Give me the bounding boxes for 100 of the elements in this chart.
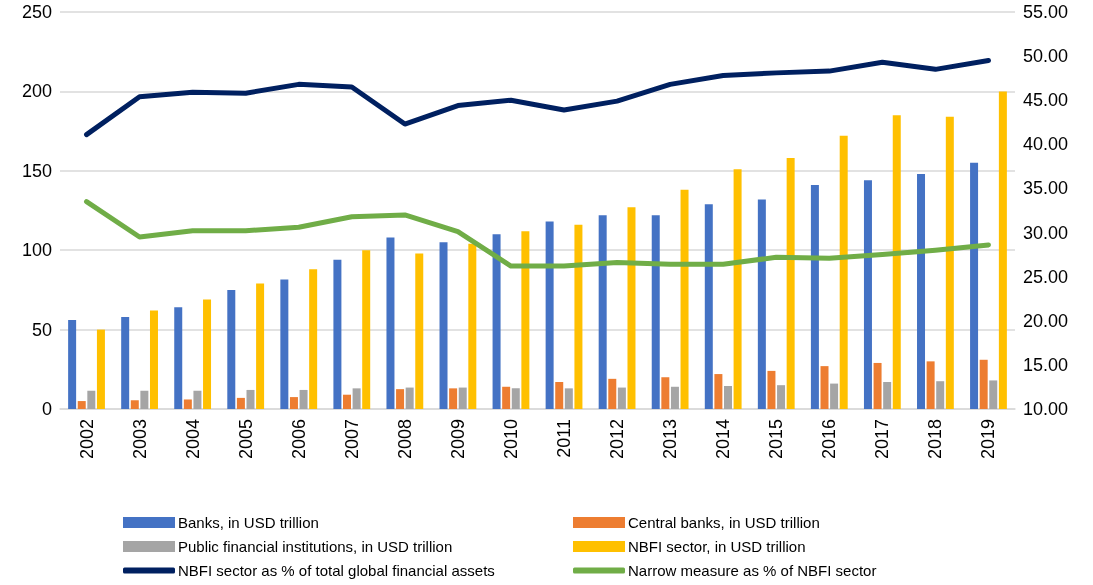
bar xyxy=(502,386,511,409)
x-tick-label: 2013 xyxy=(660,419,681,460)
legend-label: NBFI sector as % of total global financial assets xyxy=(178,562,495,579)
legend-label: NBFI sector, in USD trillion xyxy=(628,538,806,555)
bar xyxy=(289,397,298,409)
bar xyxy=(96,329,105,409)
x-tick-label: 2011 xyxy=(554,419,575,458)
bar xyxy=(670,386,679,409)
legend-label: Public financial institutions, in USD trillion xyxy=(178,538,453,555)
y2-tick-label: 25.00 xyxy=(1023,266,1069,287)
bar xyxy=(767,370,776,409)
x-tick-label: 2006 xyxy=(288,419,309,460)
bar xyxy=(704,204,713,409)
bar xyxy=(386,237,395,409)
bar xyxy=(68,320,77,409)
bar xyxy=(183,399,192,409)
bar xyxy=(77,401,86,409)
bar xyxy=(468,243,477,409)
y2-tick-label: 15.00 xyxy=(1023,354,1069,375)
bar xyxy=(608,378,617,409)
y2-tick-label: 55.00 xyxy=(1023,2,1069,22)
bar xyxy=(352,388,361,409)
y2-tick-label: 35.00 xyxy=(1023,178,1069,199)
bar xyxy=(757,199,766,409)
bar xyxy=(203,299,212,409)
x-tick-label: 2005 xyxy=(235,419,256,460)
x-tick-label: 2007 xyxy=(341,419,362,460)
bar xyxy=(714,374,723,409)
bar xyxy=(839,135,848,409)
bar xyxy=(343,394,352,409)
x-tick-label: 2018 xyxy=(925,419,946,460)
bar xyxy=(415,253,424,409)
bar xyxy=(936,381,945,409)
x-tick-label: 2010 xyxy=(500,419,521,460)
x-tick-label: 2004 xyxy=(182,419,203,460)
bar xyxy=(511,388,520,409)
bar xyxy=(723,385,732,409)
bar xyxy=(439,242,448,409)
bar xyxy=(574,224,583,409)
x-tick-label: 2002 xyxy=(76,419,97,460)
y2-tick-label: 45.00 xyxy=(1023,90,1069,111)
bar xyxy=(149,310,158,409)
y-tick-label: 100 xyxy=(21,240,52,261)
x-tick-label: 2009 xyxy=(447,419,468,460)
x-tick-label: 2015 xyxy=(766,419,787,460)
y2-tick-label: 40.00 xyxy=(1023,134,1069,155)
x-tick-label: 2019 xyxy=(978,419,999,460)
x-tick-label: 2017 xyxy=(872,419,893,460)
legend-label: Narrow measure as % of NBFI sector xyxy=(628,562,877,579)
bar xyxy=(236,397,245,409)
x-tick-label: 2003 xyxy=(129,419,150,460)
bar xyxy=(246,389,255,409)
legend-label: Central banks, in USD trillion xyxy=(628,514,820,531)
y-tick-label: 250 xyxy=(21,2,52,22)
bar xyxy=(193,390,202,409)
bar xyxy=(617,387,626,409)
bar xyxy=(545,221,554,409)
bar xyxy=(830,383,839,409)
x-tick-label: 2014 xyxy=(713,419,734,460)
bar xyxy=(945,116,954,409)
bar xyxy=(140,390,149,409)
bar xyxy=(564,388,573,409)
y2-tick-label: 30.00 xyxy=(1023,222,1069,243)
bar xyxy=(227,289,236,409)
bar xyxy=(979,359,988,409)
bar xyxy=(733,169,742,409)
bar xyxy=(917,173,926,409)
bar xyxy=(449,388,458,409)
bar xyxy=(396,389,405,409)
bar xyxy=(661,377,670,409)
bar xyxy=(521,231,530,409)
bar xyxy=(810,185,819,409)
bar xyxy=(786,158,795,409)
bar xyxy=(121,316,130,409)
y2-tick-label: 10.00 xyxy=(1023,399,1069,419)
bar xyxy=(598,215,607,409)
bar xyxy=(627,207,636,409)
bar xyxy=(555,382,564,409)
x-tick-label: 2008 xyxy=(394,419,415,460)
y-tick-label: 150 xyxy=(21,160,52,181)
bar xyxy=(362,250,371,409)
bar xyxy=(970,162,979,409)
y2-tick-label: 20.00 xyxy=(1023,310,1069,331)
bar xyxy=(280,279,289,409)
bar xyxy=(863,180,872,409)
bar xyxy=(892,115,901,409)
x-tick-label: 2016 xyxy=(819,419,840,460)
bar xyxy=(820,366,829,409)
bar xyxy=(998,91,1007,409)
bar xyxy=(174,307,183,409)
bar xyxy=(405,387,414,409)
bar xyxy=(333,259,342,409)
bar xyxy=(873,362,882,409)
bar xyxy=(777,385,786,409)
bar xyxy=(926,361,935,409)
bar xyxy=(883,382,892,409)
y-tick-label: 0 xyxy=(41,399,52,419)
bar xyxy=(492,234,501,409)
legend-label: Banks, in USD trillion xyxy=(178,514,319,531)
bar xyxy=(130,400,139,409)
